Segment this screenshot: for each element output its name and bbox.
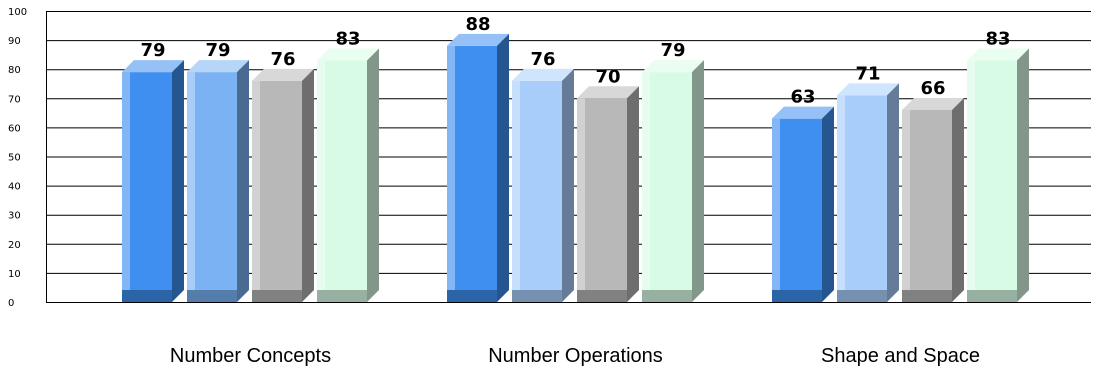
value-label: 88 (465, 14, 490, 35)
bar (967, 48, 1029, 302)
bar (187, 60, 249, 302)
bar (512, 68, 574, 302)
bar (122, 60, 184, 302)
category-label: Shape and Space (821, 345, 980, 367)
category-label: Number Operations (488, 345, 663, 367)
bar (252, 68, 314, 302)
category-labels: Number Concepts Number Operations Shape an… (170, 345, 980, 367)
y-tick-label: 80 (8, 65, 21, 76)
value-label: 79 (140, 40, 165, 61)
value-label: 79 (205, 40, 230, 61)
value-labels: 79 79 76 83 88 76 70 79 63 71 66 83 (140, 14, 1010, 108)
y-axis-ticks: 0 10 20 30 40 50 60 70 80 90 100 (8, 7, 27, 309)
y-tick-label: 10 (8, 269, 21, 280)
bar (902, 97, 964, 302)
value-label: 70 (595, 66, 620, 87)
y-tick-label: 40 (8, 182, 21, 193)
y-tick-label: 90 (8, 36, 21, 47)
y-tick-label: 70 (8, 94, 21, 105)
bar (447, 33, 509, 303)
value-label: 63 (790, 87, 815, 108)
value-label: 76 (530, 49, 555, 70)
value-label: 83 (985, 28, 1010, 49)
value-label: 66 (920, 78, 945, 99)
bar (317, 48, 379, 302)
y-tick-label: 60 (8, 123, 21, 134)
y-tick-label: 30 (8, 211, 21, 222)
y-tick-label: 0 (8, 298, 14, 309)
value-label: 79 (660, 40, 685, 61)
y-tick-label: 50 (8, 153, 21, 164)
value-label: 83 (335, 28, 360, 49)
y-tick-label: 20 (8, 240, 21, 251)
category-label: Number Concepts (170, 345, 331, 367)
bars (122, 33, 1029, 303)
value-label: 76 (270, 49, 295, 70)
bar (772, 106, 834, 302)
bar (577, 86, 639, 302)
bar (837, 83, 899, 302)
y-tick-label: 100 (8, 7, 27, 18)
bar (642, 60, 704, 302)
value-label: 71 (855, 63, 880, 84)
